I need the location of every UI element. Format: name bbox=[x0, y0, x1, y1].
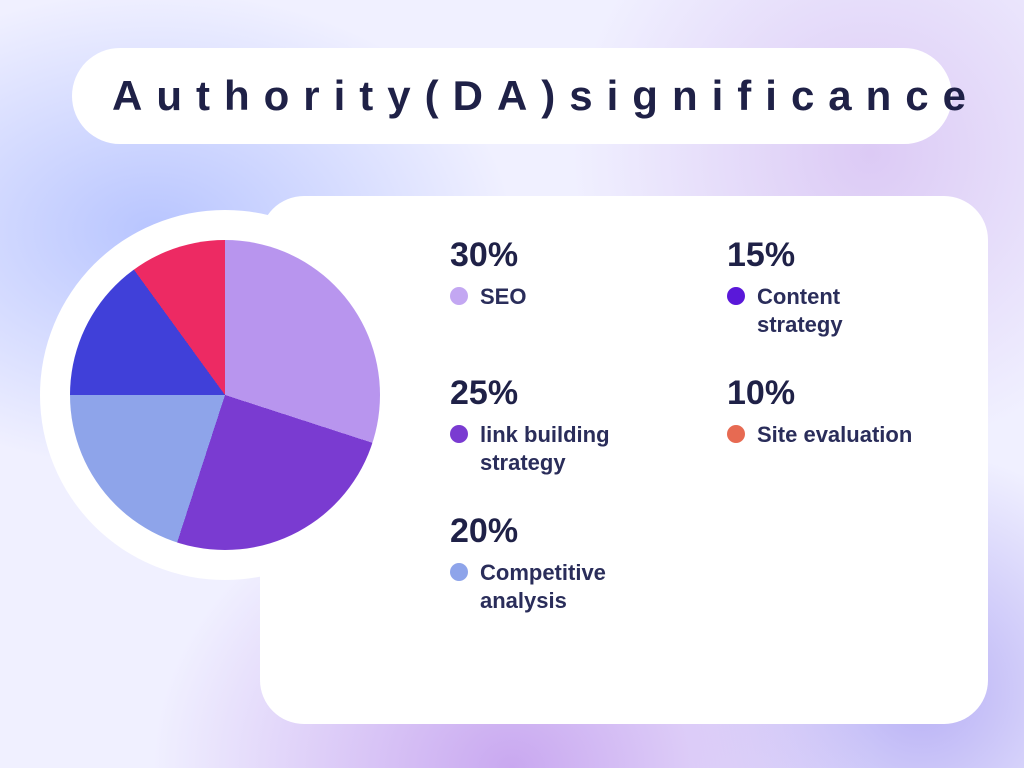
legend-label: Site evaluation bbox=[757, 421, 912, 449]
legend-item: 15% Content strategy bbox=[727, 236, 964, 338]
legend-percent: 20% bbox=[450, 512, 687, 551]
legend-percent: 25% bbox=[450, 374, 687, 413]
legend-row: Content strategy bbox=[727, 283, 964, 338]
legend-label: link building strategy bbox=[480, 421, 650, 476]
legend-item: 20% Competitive analysis bbox=[450, 512, 687, 614]
legend-item: 30% SEO bbox=[450, 236, 687, 338]
legend-row: Competitive analysis bbox=[450, 559, 687, 614]
title-pill: Authority(DA)significance bbox=[72, 48, 952, 144]
legend-dot-icon bbox=[450, 287, 468, 305]
legend-dot-icon bbox=[450, 425, 468, 443]
legend-label: Competitive analysis bbox=[480, 559, 650, 614]
legend-item: 25% link building strategy bbox=[450, 374, 687, 476]
legend: 30% SEO 15% Content strategy 25% link buildin… bbox=[450, 236, 964, 708]
pie-ring bbox=[40, 210, 410, 580]
legend-dot-icon bbox=[450, 563, 468, 581]
legend-row: link building strategy bbox=[450, 421, 687, 476]
legend-dot-icon bbox=[727, 425, 745, 443]
legend-label: Content strategy bbox=[757, 283, 927, 338]
legend-percent: 30% bbox=[450, 236, 687, 275]
legend-percent: 15% bbox=[727, 236, 964, 275]
legend-dot-icon bbox=[727, 287, 745, 305]
legend-row: Site evaluation bbox=[727, 421, 964, 449]
legend-row: SEO bbox=[450, 283, 687, 311]
page-title: Authority(DA)significance bbox=[112, 72, 912, 120]
legend-percent: 10% bbox=[727, 374, 964, 413]
pie-chart bbox=[70, 240, 380, 550]
legend-label: SEO bbox=[480, 283, 526, 311]
legend-item: 10% Site evaluation bbox=[727, 374, 964, 476]
